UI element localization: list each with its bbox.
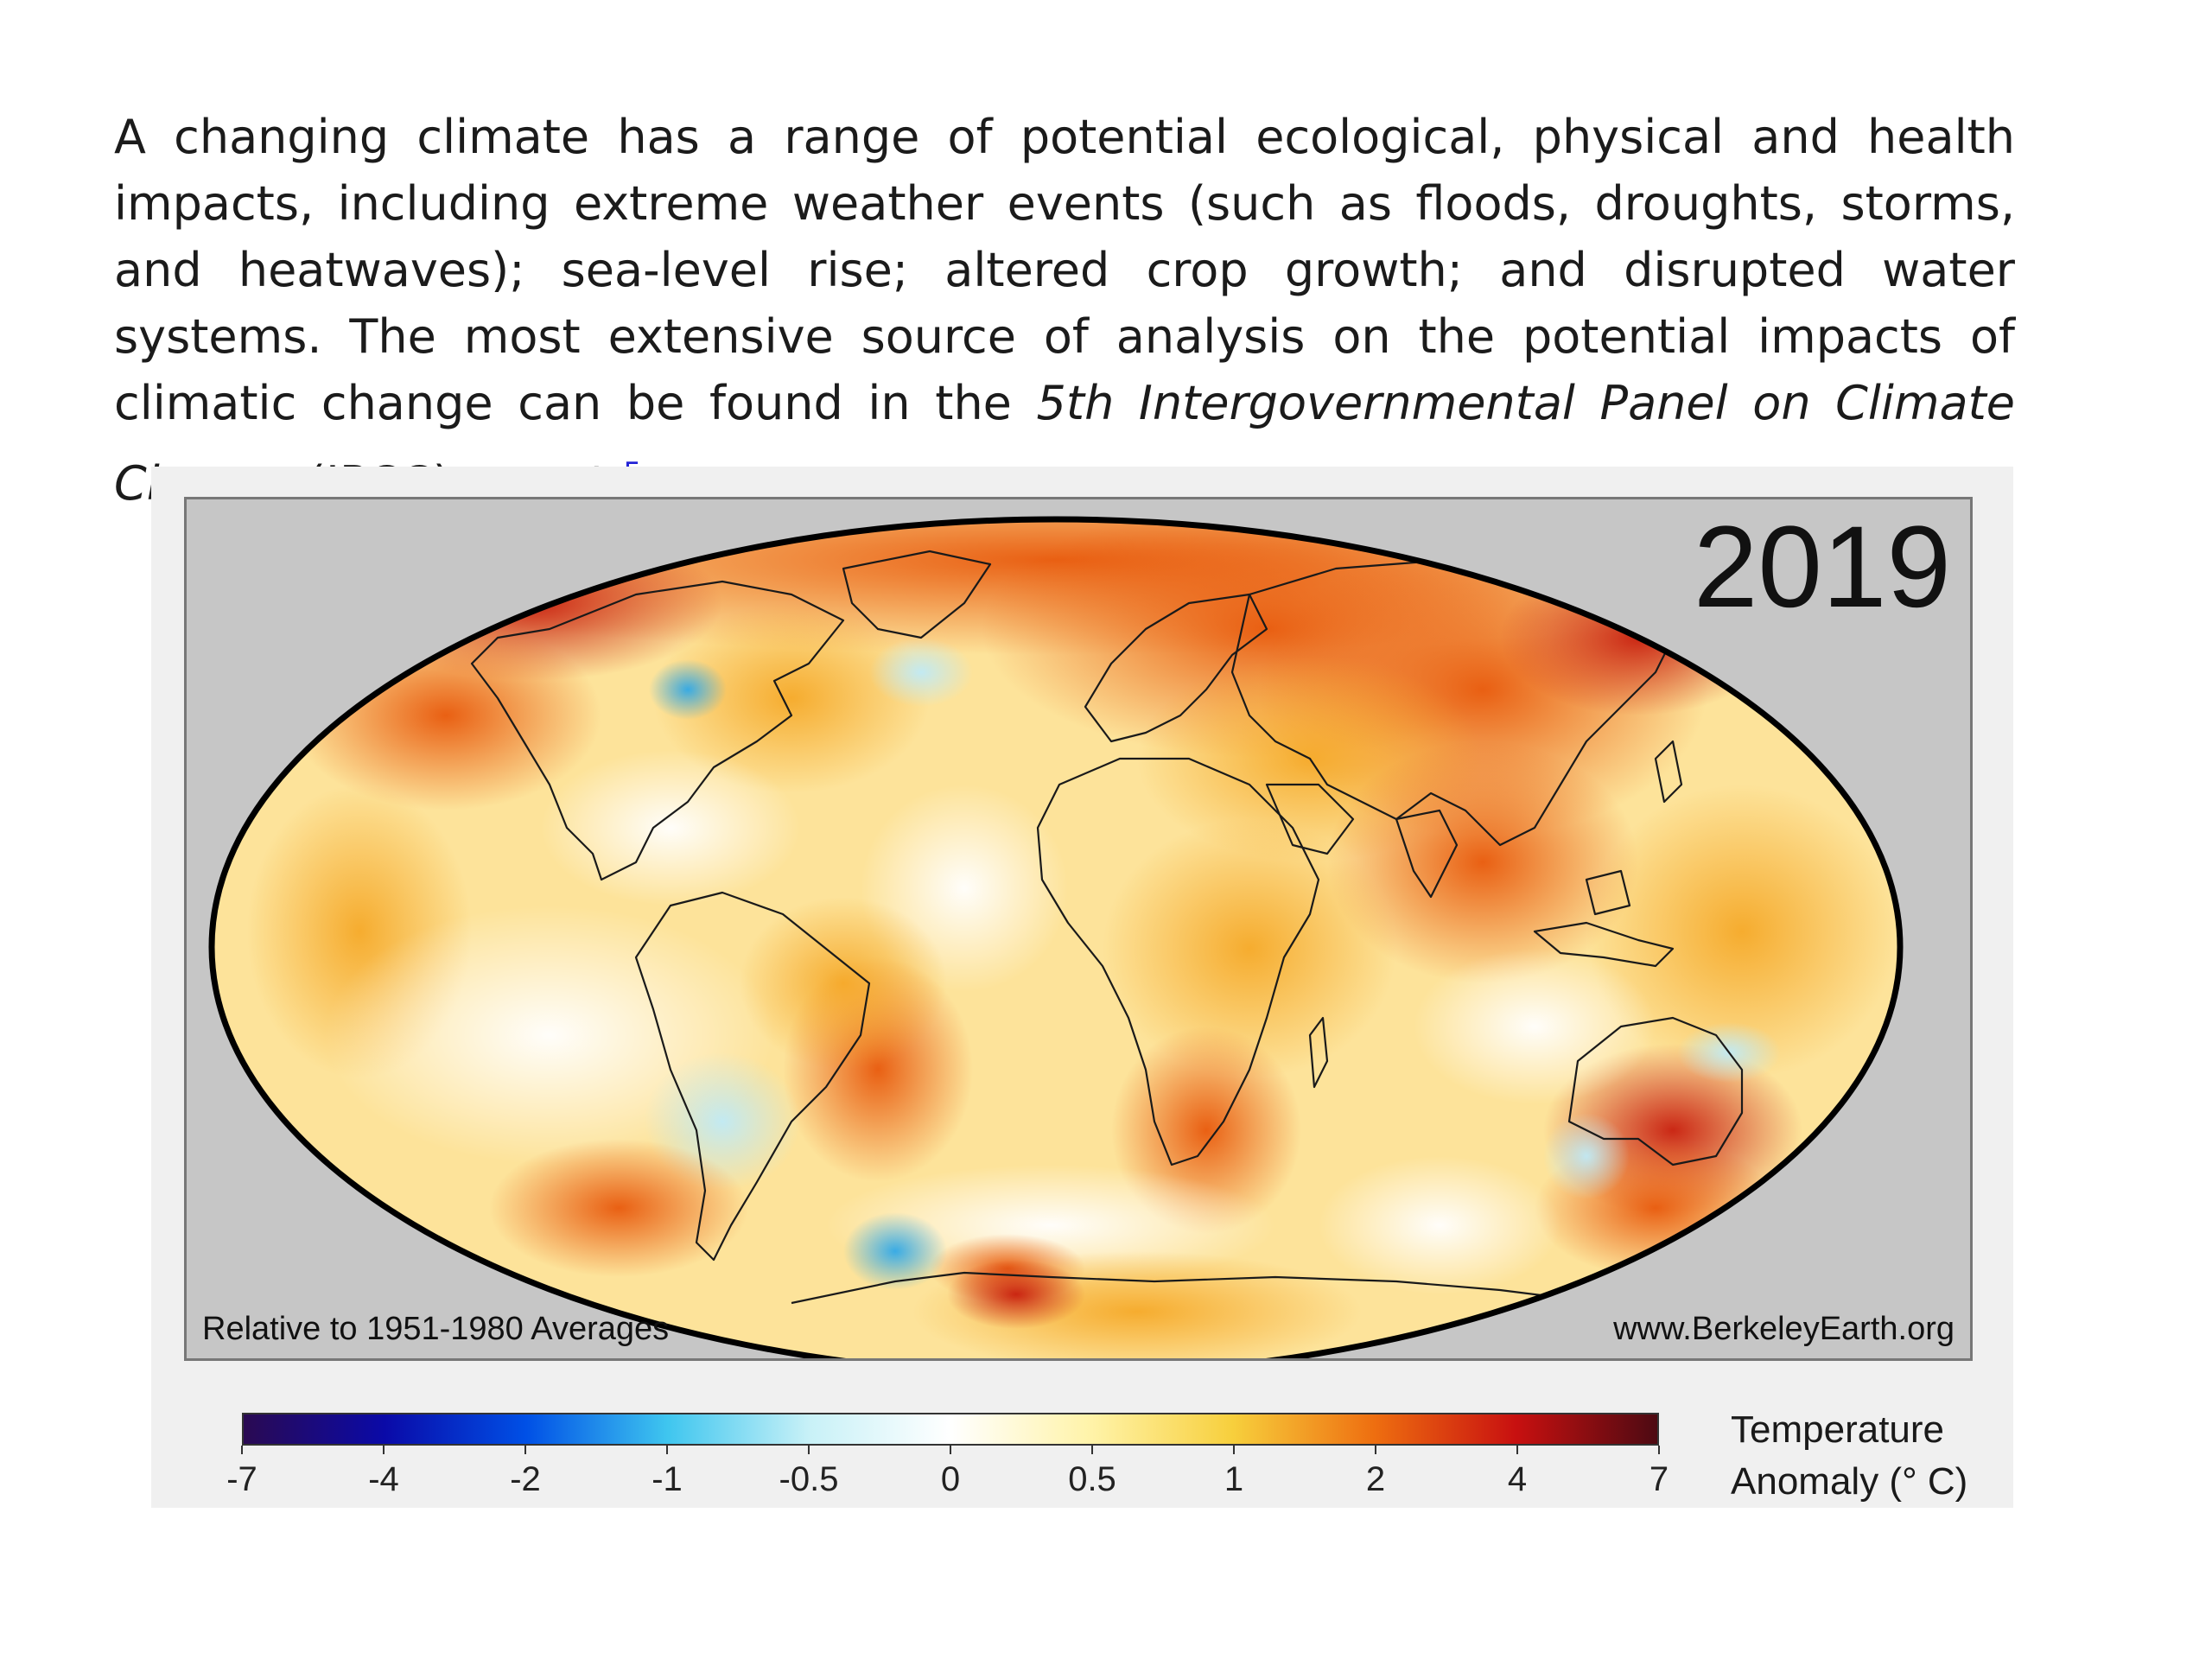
colorbar-tick-mark bbox=[1375, 1446, 1376, 1454]
colorbar-tick-mark bbox=[1091, 1446, 1093, 1454]
coastlines bbox=[470, 550, 1826, 1305]
coastline-japan bbox=[1654, 740, 1683, 804]
colorbar-tick-label: -0.5 bbox=[779, 1460, 839, 1498]
colorbar-tick-label: -1 bbox=[652, 1460, 683, 1498]
colorbar-title: Temperature Anomaly (° C) bbox=[1731, 1404, 2007, 1508]
colorbar-title-line-2: Anomaly (° C) bbox=[1731, 1460, 1968, 1503]
anomaly-field bbox=[212, 519, 1900, 1358]
colorbar-tick-label: 7 bbox=[1649, 1460, 1669, 1498]
colorbar-tick-mark bbox=[666, 1446, 668, 1454]
coastline-europe bbox=[1084, 593, 1268, 743]
colorbar-tick-label: 4 bbox=[1507, 1460, 1528, 1498]
coastline-arabia bbox=[1265, 783, 1355, 855]
year-label: 2019 bbox=[1693, 503, 1951, 632]
world-map bbox=[208, 516, 1904, 1358]
globe-outline bbox=[208, 516, 1904, 1358]
colorbar-tick-label: -4 bbox=[368, 1460, 399, 1498]
colorbar-tick-mark bbox=[241, 1446, 243, 1454]
colorbar-tick-label: 1 bbox=[1224, 1460, 1244, 1498]
colorbar-tick-mark bbox=[808, 1446, 810, 1454]
temperature-anomaly-figure: 2019 Relative to 1951-1980 Averages www.… bbox=[151, 467, 2013, 1508]
coastline-north-america bbox=[470, 580, 845, 881]
colorbar-tick-label: 0.5 bbox=[1068, 1460, 1116, 1498]
colorbar-tick-label: -2 bbox=[510, 1460, 541, 1498]
coastline-borneo bbox=[1585, 869, 1631, 916]
coastline-india bbox=[1395, 809, 1459, 899]
coastline-madagascar bbox=[1308, 1016, 1329, 1089]
coastline-south-america bbox=[634, 891, 871, 1262]
colorbar-tick-mark bbox=[950, 1446, 951, 1454]
map-frame: 2019 Relative to 1951-1980 Averages www.… bbox=[184, 497, 1973, 1361]
intro-paragraph: A changing climate has a range of potent… bbox=[114, 104, 2015, 517]
colorbar-tick-mark bbox=[1516, 1446, 1518, 1454]
colorbar-tick-mark bbox=[383, 1446, 385, 1454]
coastline-greenland bbox=[842, 550, 992, 639]
coastline-australia bbox=[1567, 1016, 1744, 1166]
colorbar-tick-mark bbox=[524, 1446, 526, 1454]
colorbar-tick-mark bbox=[1233, 1446, 1235, 1454]
colorbar-tick-label: -7 bbox=[226, 1460, 257, 1498]
colorbar-tick-label: 0 bbox=[940, 1460, 961, 1498]
coastline-indonesia bbox=[1533, 921, 1675, 968]
source-caption: www.BerkeleyEarth.org bbox=[1613, 1311, 1955, 1347]
baseline-caption: Relative to 1951-1980 Averages bbox=[202, 1311, 670, 1347]
paragraph-text-1: A changing climate has a range of potent… bbox=[114, 110, 2015, 430]
coastline-antarctica bbox=[791, 1271, 1605, 1305]
colorbar-tick-mark bbox=[1658, 1446, 1660, 1454]
colorbar bbox=[242, 1413, 1659, 1446]
report-title: 5th Intergovernmental Panel on Climate C… bbox=[114, 376, 2015, 511]
colorbar-title-line-1: Temperature bbox=[1731, 1408, 1945, 1451]
coastline-africa bbox=[1036, 757, 1320, 1166]
colorbar-tick-label: 2 bbox=[1365, 1460, 1386, 1498]
